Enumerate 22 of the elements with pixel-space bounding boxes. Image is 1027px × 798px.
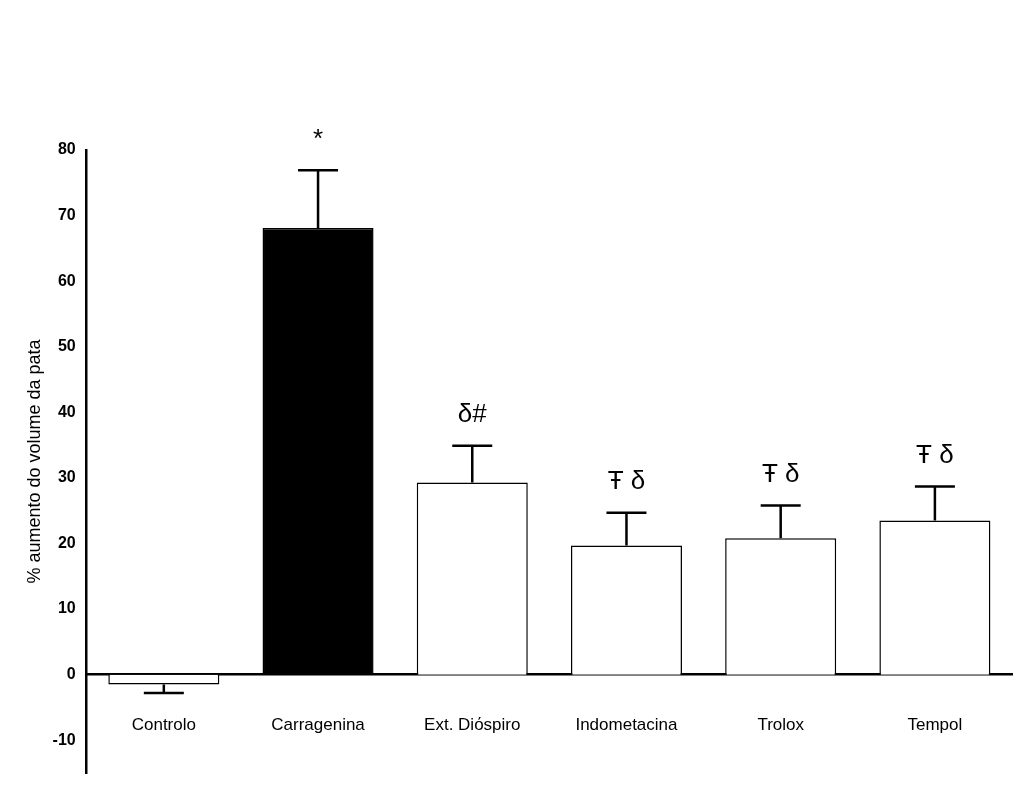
y-tick-label: 40 xyxy=(57,402,76,420)
x-tick-label: Controlo xyxy=(131,714,196,734)
y-tick-label: 70 xyxy=(57,205,76,223)
x-tick-label: Trolox xyxy=(757,714,805,734)
annotation: Ŧ δ xyxy=(607,464,646,495)
y-tick-label: -10 xyxy=(52,730,76,748)
y-tick-label: 20 xyxy=(57,533,76,551)
annotation: Ŧ δ xyxy=(916,438,954,469)
y-axis-title: % aumento do volume da pata xyxy=(23,338,44,584)
annotation: Ŧ δ xyxy=(761,457,800,488)
y-tick-label: 0 xyxy=(66,665,76,683)
y-tick-label: 50 xyxy=(57,337,76,355)
y-tick-label: 60 xyxy=(57,271,76,289)
y-tick-label: 80 xyxy=(57,140,76,158)
x-tick-label: Ext. Diόspiro xyxy=(424,714,521,734)
y-tick-label: 30 xyxy=(57,468,76,486)
x-tick-label: Indometacina xyxy=(575,714,679,734)
x-tick-label: Carragenina xyxy=(271,714,366,734)
y-tick-label: 10 xyxy=(57,599,76,617)
annotation: * xyxy=(312,122,324,153)
annotation: δ# xyxy=(457,397,488,428)
x-tick-label: Tempol xyxy=(907,714,963,734)
